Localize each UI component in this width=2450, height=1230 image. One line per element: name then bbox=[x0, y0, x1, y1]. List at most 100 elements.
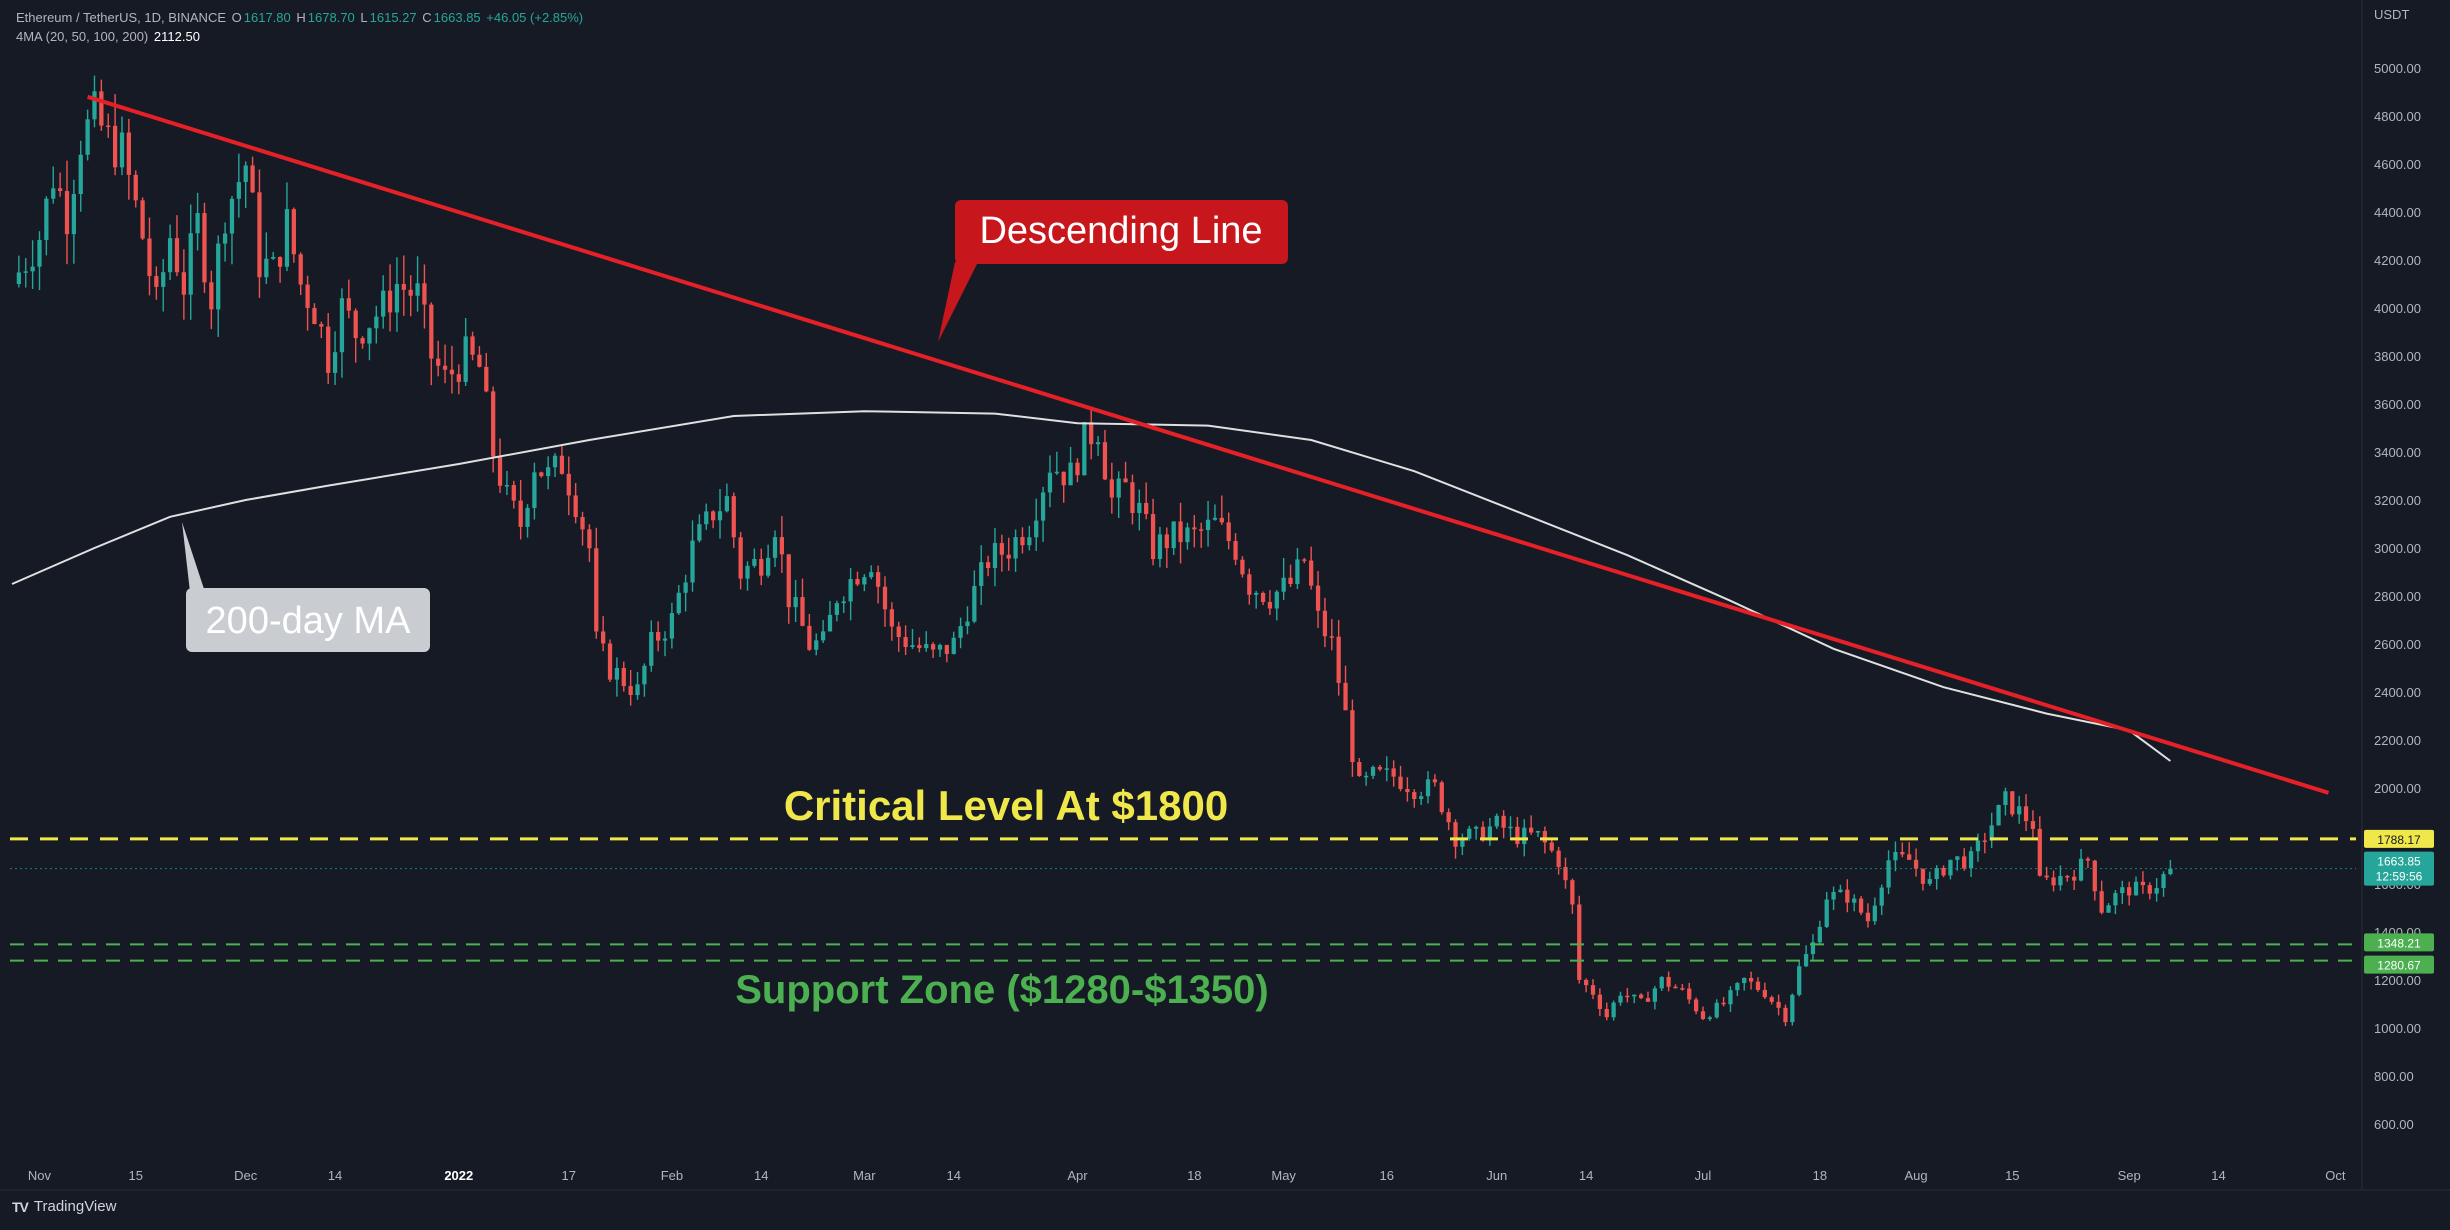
candle-body[interactable] bbox=[2133, 881, 2139, 896]
descending-trendline[interactable] bbox=[87, 94, 2330, 795]
candle-body[interactable] bbox=[979, 562, 984, 587]
candle-body[interactable] bbox=[607, 643, 613, 680]
candle-body[interactable] bbox=[731, 496, 736, 538]
symbol-label[interactable]: Ethereum / TetherUS, 1D, BINANCE bbox=[16, 10, 227, 25]
candle-body[interactable] bbox=[264, 258, 269, 278]
candle-body[interactable] bbox=[16, 272, 22, 284]
candle-body[interactable] bbox=[2154, 888, 2159, 894]
candle-body[interactable] bbox=[539, 472, 544, 477]
candle-body[interactable] bbox=[1150, 514, 1156, 560]
candle-body[interactable] bbox=[2078, 858, 2084, 881]
candle-body[interactable] bbox=[1810, 942, 1816, 955]
candle-body[interactable] bbox=[1089, 422, 1094, 445]
candle-body[interactable] bbox=[504, 485, 510, 487]
candle-body[interactable] bbox=[57, 188, 63, 192]
candle-body[interactable] bbox=[1982, 840, 1987, 843]
candle-body[interactable] bbox=[2017, 806, 2022, 815]
candle-body[interactable] bbox=[841, 601, 846, 604]
candle-body[interactable] bbox=[1803, 954, 1809, 967]
candle-body[interactable] bbox=[559, 455, 565, 474]
candle-body[interactable] bbox=[99, 91, 104, 126]
candle-body[interactable] bbox=[621, 667, 626, 687]
candle-body[interactable] bbox=[456, 374, 461, 382]
candle-body[interactable] bbox=[1989, 825, 1994, 841]
candle-body[interactable] bbox=[147, 238, 152, 277]
candle-body[interactable] bbox=[662, 638, 668, 641]
candle-body[interactable] bbox=[724, 496, 730, 512]
candle-body[interactable] bbox=[614, 667, 620, 680]
candle-body[interactable] bbox=[628, 686, 633, 696]
candle-body[interactable] bbox=[284, 209, 290, 267]
candle-body[interactable] bbox=[656, 632, 661, 641]
candle-body[interactable] bbox=[1391, 768, 1396, 777]
candle-body[interactable] bbox=[601, 631, 606, 644]
candle-body[interactable] bbox=[415, 283, 420, 296]
candle-body[interactable] bbox=[2147, 885, 2152, 894]
candle-body[interactable] bbox=[1645, 998, 1651, 1002]
candle-body[interactable] bbox=[1673, 986, 1678, 989]
candle-body[interactable] bbox=[1171, 521, 1176, 549]
candle-body[interactable] bbox=[2010, 791, 2015, 815]
candle-body[interactable] bbox=[271, 257, 276, 259]
candle-body[interactable] bbox=[497, 456, 503, 486]
candle-body[interactable] bbox=[972, 586, 977, 622]
candle-body[interactable] bbox=[360, 338, 365, 344]
candle-body[interactable] bbox=[2023, 806, 2029, 822]
candle-body[interactable] bbox=[387, 290, 393, 313]
candle-body[interactable] bbox=[1398, 776, 1403, 789]
candle-body[interactable] bbox=[827, 614, 833, 632]
ma200-line[interactable] bbox=[11, 410, 2171, 762]
candle-body[interactable] bbox=[2120, 887, 2125, 894]
candle-body[interactable] bbox=[1666, 976, 1671, 987]
candle-body[interactable] bbox=[1164, 534, 1169, 549]
candle-body[interactable] bbox=[1748, 977, 1754, 982]
candle-body[interactable] bbox=[683, 582, 688, 593]
candle-body[interactable] bbox=[820, 631, 826, 641]
candle-body[interactable] bbox=[312, 307, 317, 325]
candle-body[interactable] bbox=[1432, 779, 1438, 783]
candle-body[interactable] bbox=[250, 165, 255, 193]
candle-body[interactable] bbox=[119, 132, 125, 168]
candle-body[interactable] bbox=[463, 336, 468, 382]
candle-body[interactable] bbox=[1157, 534, 1163, 560]
candle-body[interactable] bbox=[985, 562, 991, 569]
candle-body[interactable] bbox=[594, 548, 599, 632]
candle-body[interactable] bbox=[154, 276, 159, 287]
candle-body[interactable] bbox=[44, 198, 49, 240]
candle-body[interactable] bbox=[944, 644, 949, 654]
candle-body[interactable] bbox=[2058, 875, 2063, 886]
candle-body[interactable] bbox=[573, 495, 578, 518]
candle-body[interactable] bbox=[2037, 828, 2042, 876]
candle-body[interactable] bbox=[1570, 880, 1575, 905]
candle-body[interactable] bbox=[1040, 492, 1046, 521]
candle-body[interactable] bbox=[401, 284, 406, 290]
candle-body[interactable] bbox=[1419, 796, 1424, 800]
candle-body[interactable] bbox=[1020, 537, 1025, 546]
candle-body[interactable] bbox=[2065, 875, 2070, 878]
candle-body[interactable] bbox=[1336, 636, 1341, 683]
candle-body[interactable] bbox=[1549, 842, 1554, 851]
candle-body[interactable] bbox=[1783, 1007, 1788, 1023]
candle-body[interactable] bbox=[2051, 877, 2056, 886]
candle-body[interactable] bbox=[1329, 636, 1334, 638]
candle-body[interactable] bbox=[1508, 826, 1513, 829]
candle-body[interactable] bbox=[1233, 541, 1238, 560]
candle-body[interactable] bbox=[965, 621, 970, 627]
candle-body[interactable] bbox=[1467, 828, 1472, 839]
candle-body[interactable] bbox=[1453, 822, 1458, 847]
candle-body[interactable] bbox=[649, 632, 654, 666]
candle-body[interactable] bbox=[1638, 994, 1644, 999]
candle-body[interactable] bbox=[1095, 442, 1101, 445]
candle-body[interactable] bbox=[669, 613, 675, 639]
candle-body[interactable] bbox=[202, 213, 207, 283]
candle-body[interactable] bbox=[167, 238, 173, 273]
candle-body[interactable] bbox=[1522, 827, 1527, 845]
candle-body[interactable] bbox=[807, 625, 812, 650]
candle-body[interactable] bbox=[855, 579, 860, 585]
candle-body[interactable] bbox=[1597, 994, 1603, 1009]
candle-body[interactable] bbox=[1714, 1002, 1719, 1018]
candle-body[interactable] bbox=[525, 507, 530, 527]
candle-body[interactable] bbox=[339, 298, 345, 353]
candle-body[interactable] bbox=[1185, 527, 1190, 543]
